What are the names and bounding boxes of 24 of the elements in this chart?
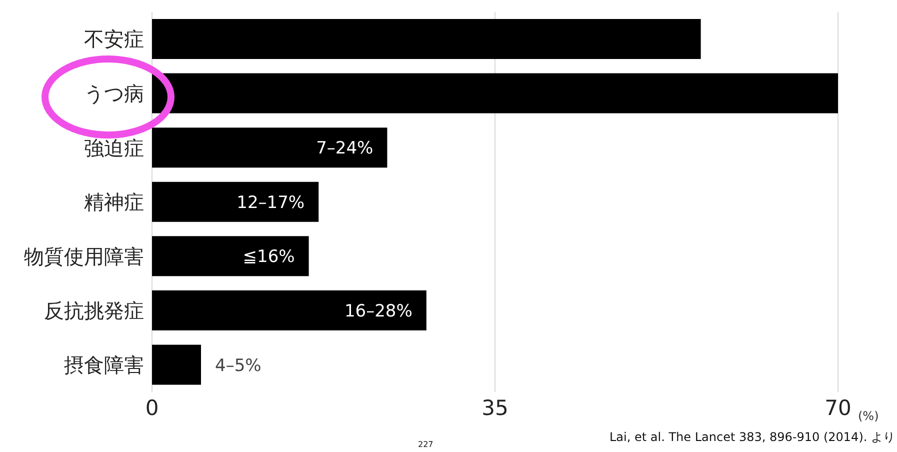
annotation: 7–24% (316, 138, 374, 159)
y-tick-label: 精神症 (84, 190, 144, 214)
x-tick-label: 0 (145, 396, 159, 420)
x-tick-label: 35 (482, 396, 508, 420)
y-tick-label: 物質使用障害 (24, 244, 144, 268)
y-tick-label: うつ病 (84, 82, 144, 106)
x-axis-title: (%) (858, 409, 879, 423)
bar (152, 19, 701, 59)
bar (152, 182, 319, 222)
bar (152, 290, 426, 330)
annotation: 4–5% (215, 356, 262, 376)
y-tick-label: 摂食障害 (64, 352, 144, 377)
y-tick-label: 不安症 (84, 27, 144, 52)
y-tick-label: 反抗挑発症 (44, 298, 144, 323)
annotation: ≦16% (242, 247, 295, 268)
text: 227 (418, 440, 434, 449)
bar (152, 128, 388, 168)
annotation: 12–17% (236, 192, 305, 213)
bar (152, 344, 201, 385)
x-tick-label: 70 (824, 396, 852, 420)
bar (152, 236, 309, 276)
y-tick-label: 強迫症 (84, 136, 144, 160)
annotation: 16–28% (344, 302, 412, 322)
text: Lai, et al. The Lancet 383, 896-910 (2014). より (609, 429, 895, 446)
